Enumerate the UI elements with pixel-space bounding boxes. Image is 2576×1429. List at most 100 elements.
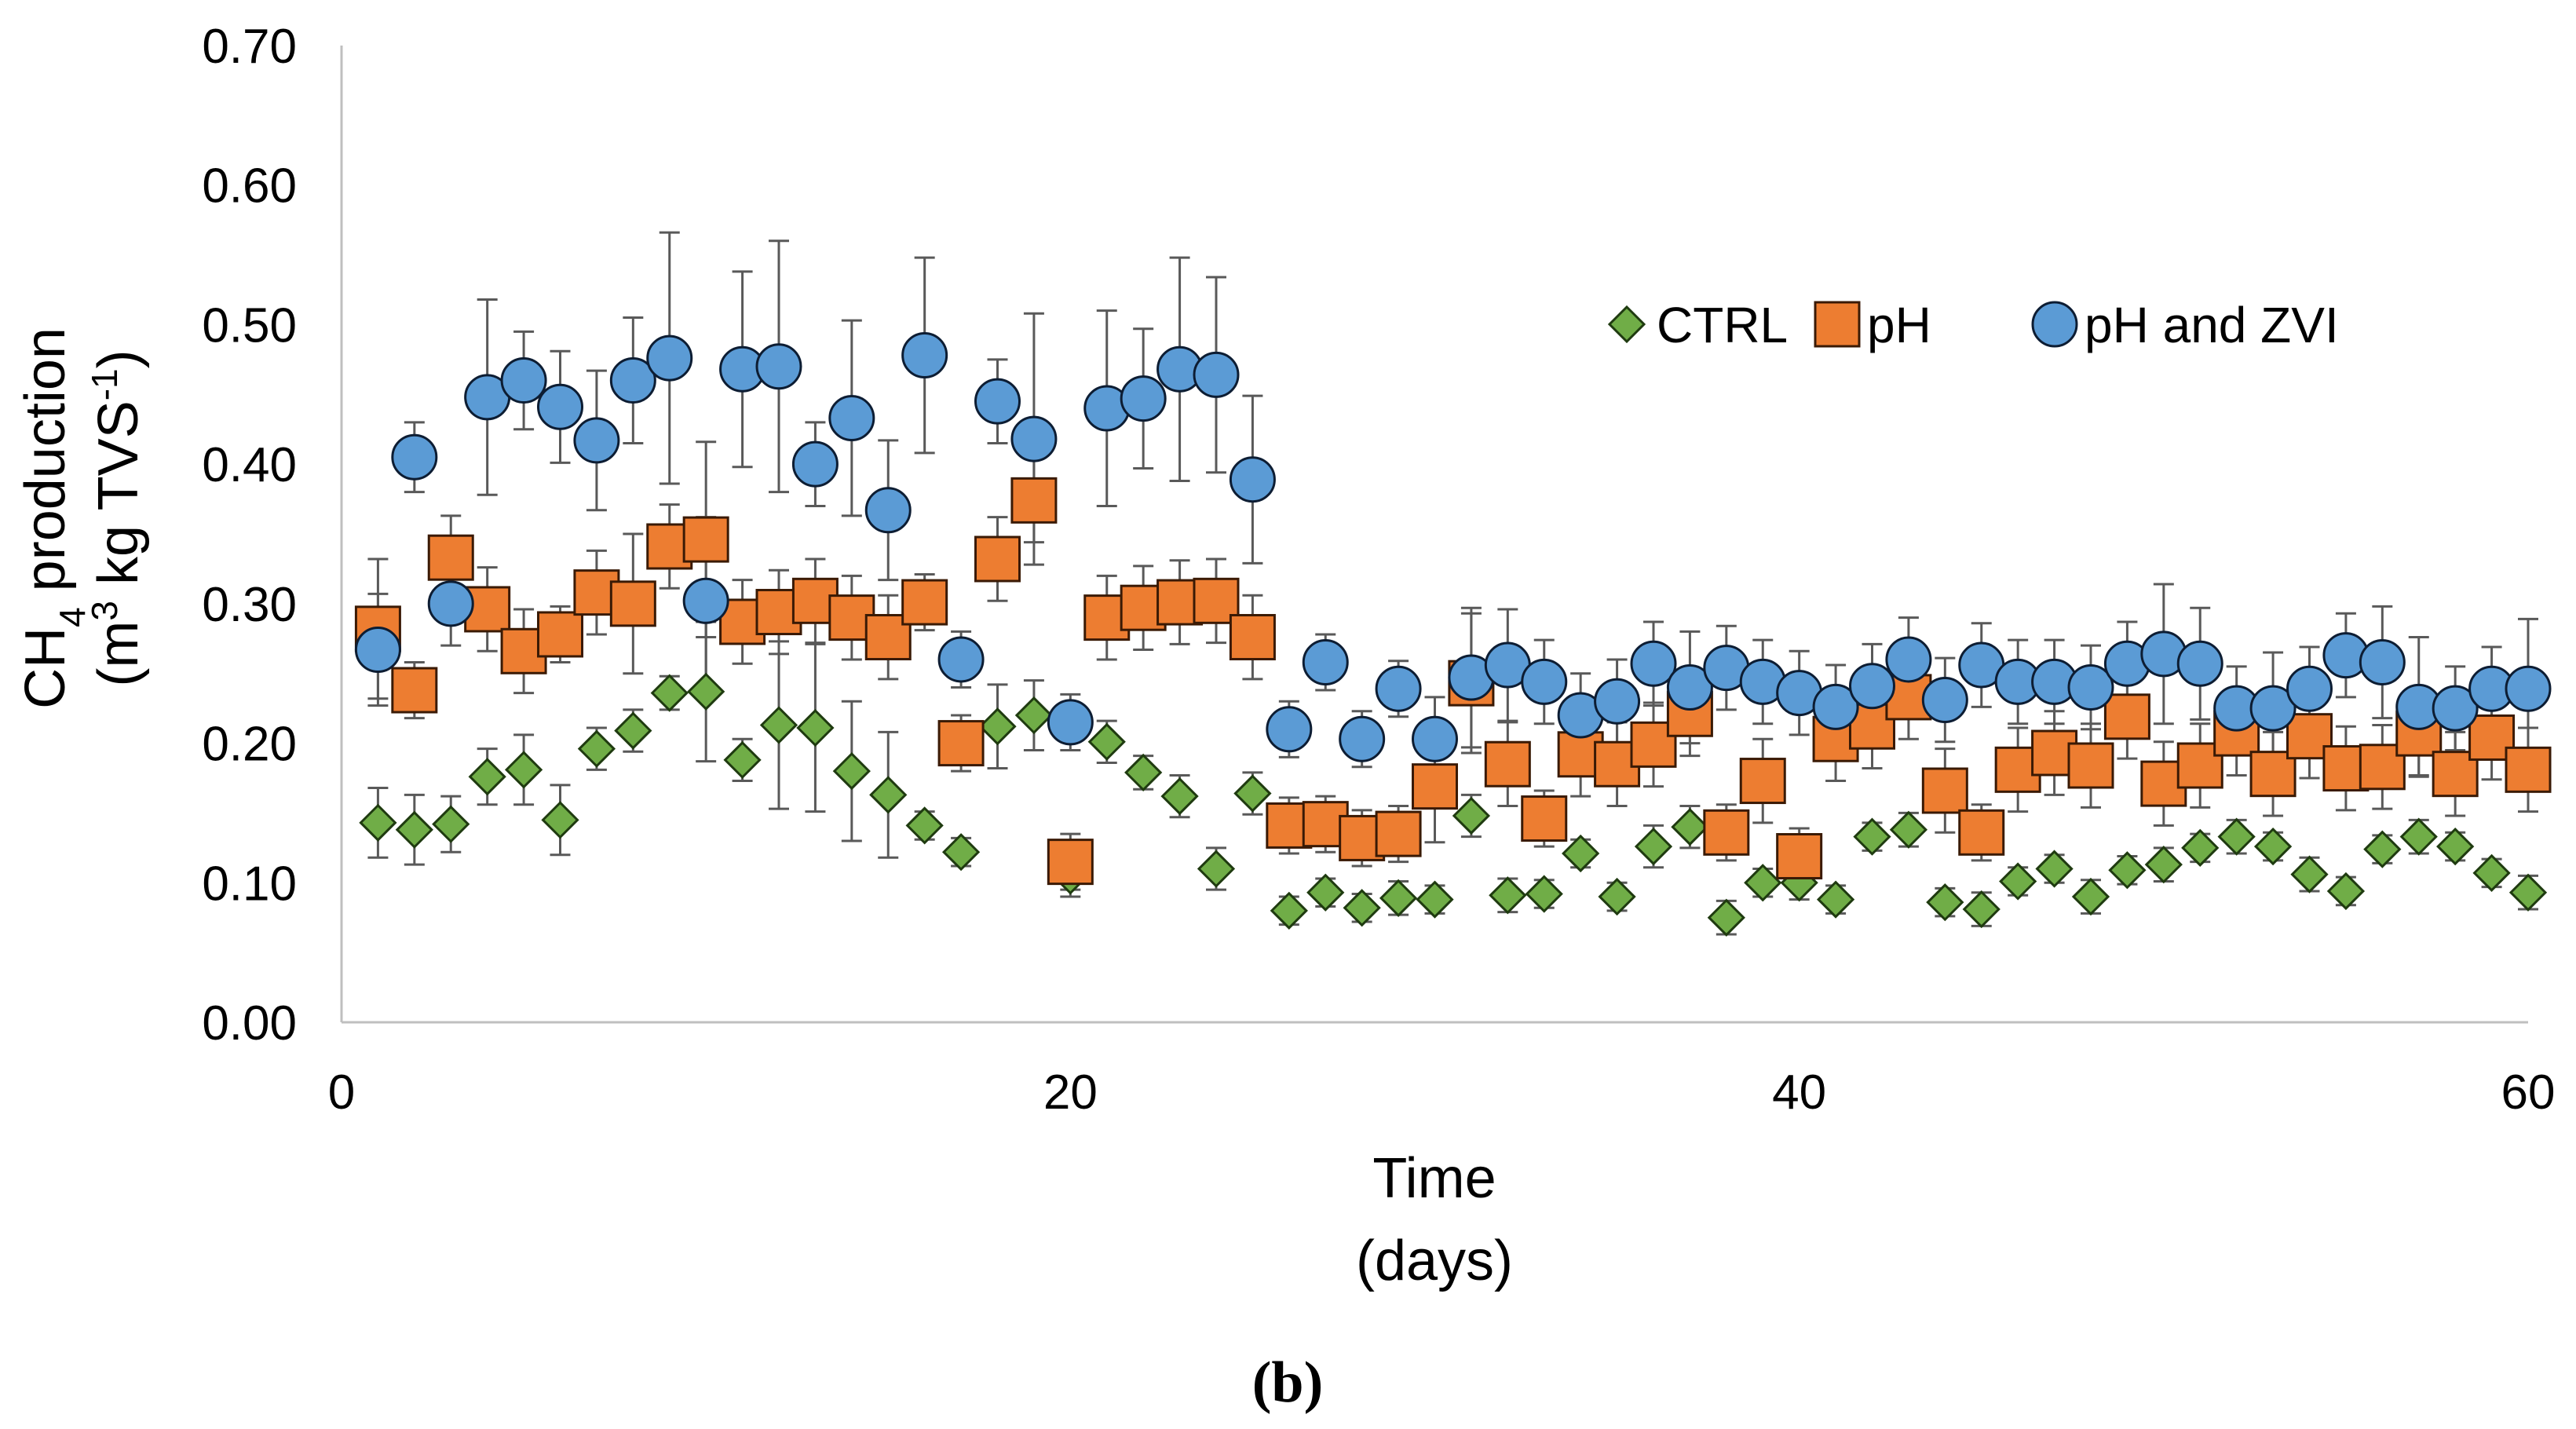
- diamond-point: [2181, 828, 2220, 867]
- y-title-part: production: [14, 327, 77, 607]
- circle-point: [1339, 715, 1386, 762]
- circle-point: [1885, 636, 1932, 683]
- square-point: [2103, 693, 2150, 740]
- square-point: [537, 611, 583, 658]
- square-point: [609, 580, 656, 627]
- circle-point: [937, 636, 985, 683]
- axes: [340, 46, 2528, 1024]
- y-title-part: ): [87, 349, 150, 368]
- x-axis-title: Time (days): [1356, 1147, 1513, 1292]
- circle-point: [1412, 715, 1458, 762]
- circle-point: [1521, 658, 1568, 705]
- square-point: [1958, 809, 2005, 856]
- diamond-point: [2508, 873, 2548, 912]
- diamond-point: [759, 706, 798, 744]
- diamond-point: [1270, 891, 1308, 930]
- legend-item: pH and ZVI: [2031, 297, 2339, 353]
- circle-point: [391, 433, 438, 481]
- y-title-part: 4: [52, 607, 93, 627]
- circle-point: [974, 378, 1021, 425]
- diamond-point: [2253, 827, 2293, 866]
- circle-point: [1302, 638, 1349, 685]
- diamond-point: [2035, 850, 2074, 888]
- circle-point: [828, 394, 875, 441]
- panel-label: (b): [1252, 1350, 1323, 1415]
- diamond-point: [2290, 855, 2329, 894]
- circle-point: [1266, 706, 1313, 753]
- legend-marker: [1814, 301, 1861, 348]
- diamond-point: [941, 833, 981, 872]
- legend-marker: [2031, 301, 2078, 348]
- diamond-point: [1306, 873, 1345, 912]
- y-title-part: kg TVS: [87, 400, 150, 601]
- circle-point: [500, 357, 547, 404]
- square-point: [1010, 477, 1058, 524]
- diamond-point: [1087, 722, 1126, 761]
- square-point: [1412, 763, 1458, 810]
- circle-point: [1630, 640, 1677, 687]
- diamond-point: [1379, 879, 1418, 917]
- square-point: [1484, 740, 1531, 788]
- circle-point: [1010, 415, 1058, 462]
- diamond-point: [1416, 880, 1454, 919]
- diamond-point: [905, 806, 944, 845]
- y-tick-label: 0.70: [202, 20, 297, 74]
- x-tick-label: 20: [1043, 1065, 1098, 1120]
- legend: CTRL pH pH and ZVI: [1607, 297, 2339, 353]
- diamond-point: [1634, 827, 1673, 866]
- square-point: [427, 534, 474, 581]
- diamond-point: [1853, 817, 1891, 856]
- y-tick-label: 0.30: [202, 578, 297, 632]
- diamond-point: [541, 801, 579, 839]
- diamond-point: [2399, 817, 2438, 856]
- diamond-point: [1014, 696, 1054, 735]
- diamond-point: [687, 672, 725, 711]
- series-circle: [354, 332, 2552, 762]
- circle-point: [1193, 351, 1240, 398]
- square-point: [937, 720, 985, 767]
- diamond-point: [614, 711, 652, 750]
- diamond-point: [2363, 830, 2402, 868]
- y-tick-label: 0.50: [202, 298, 297, 353]
- circle-point: [864, 487, 912, 534]
- square-point: [1703, 809, 1750, 856]
- diamond-point: [1999, 862, 2037, 901]
- circle-point: [2432, 685, 2479, 732]
- diamond-point: [832, 751, 871, 791]
- circle-point: [354, 627, 401, 674]
- circle-point: [573, 417, 620, 464]
- y-title-part: (m: [87, 621, 150, 687]
- circle-point: [537, 383, 583, 430]
- circle-point: [1666, 663, 1713, 711]
- diamond-point: [2071, 877, 2110, 916]
- legend-marker: [1607, 305, 1646, 344]
- legend-label: pH and ZVI: [2085, 297, 2339, 353]
- diamond-point: [1816, 880, 1855, 919]
- x-title-line: (days): [1356, 1230, 1513, 1292]
- diamond-point: [1525, 875, 1563, 913]
- circle-point: [1375, 665, 1422, 712]
- circle-point: [2067, 663, 2114, 711]
- diamond-point: [1889, 810, 1928, 849]
- circle-point: [1229, 456, 1276, 503]
- diamond-point: [1233, 774, 1272, 813]
- circle-point: [2176, 640, 2223, 687]
- circle-point: [2286, 665, 2333, 712]
- diamond-point: [577, 729, 616, 768]
- circle-point: [1594, 678, 1641, 725]
- diamond-point: [1124, 753, 1163, 792]
- y-title-line2: (m3 kg TVS-1): [84, 349, 150, 686]
- diamond-point: [1926, 883, 1964, 922]
- y-tick-labels: 0.00 0.10 0.20 0.30 0.40 0.50 0.60 0.70: [202, 20, 297, 1051]
- y-title-part: 3: [84, 601, 125, 621]
- square-point: [901, 579, 948, 626]
- circle-point: [427, 580, 474, 627]
- circle-point: [1120, 375, 1167, 422]
- diamond-point: [1962, 890, 2001, 929]
- diamond-point: [650, 674, 689, 712]
- diamond-point: [1489, 876, 1527, 915]
- circle-point: [682, 577, 729, 624]
- diamond-point: [2472, 853, 2511, 892]
- diamond-point: [2326, 872, 2366, 911]
